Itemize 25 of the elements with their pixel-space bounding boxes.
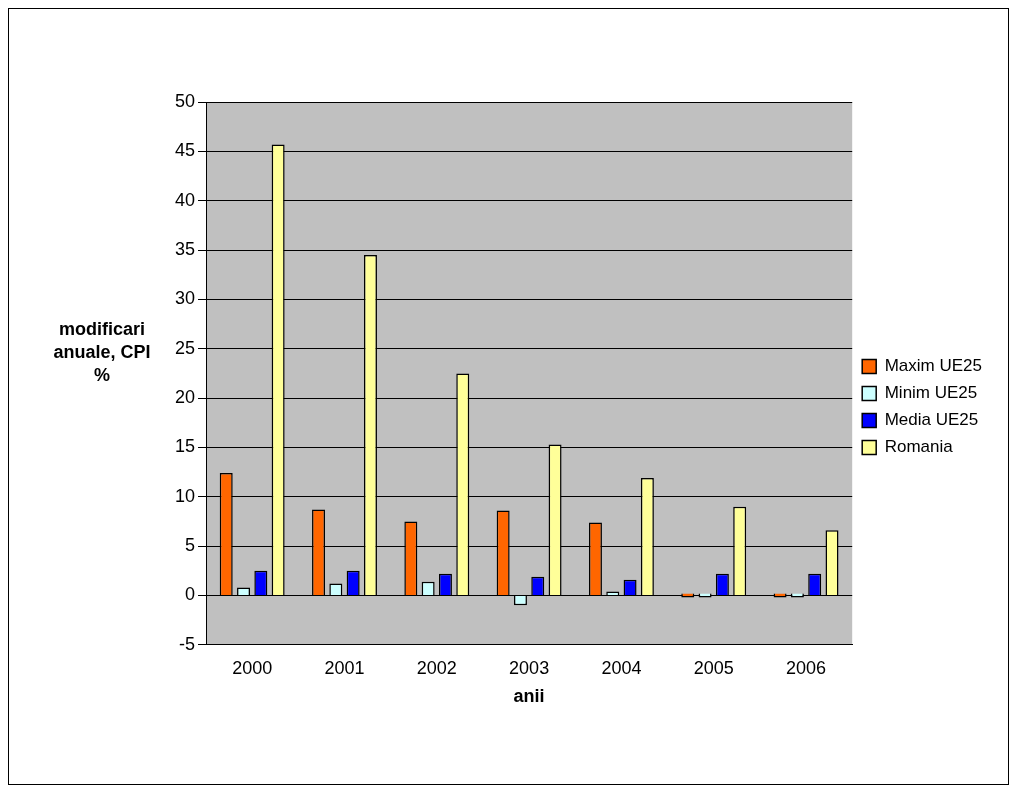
x-tick-label: 2004 xyxy=(601,657,642,678)
y-tick-label: 0 xyxy=(185,584,196,605)
y-tick-label: 35 xyxy=(174,239,196,260)
legend-label: Minim UE25 xyxy=(884,383,978,403)
x-tick-label: 2002 xyxy=(416,657,457,678)
x-tick-label: 2003 xyxy=(509,657,550,678)
y-tick-label: 50 xyxy=(174,90,196,111)
x-tick-label: 2006 xyxy=(786,657,827,678)
y-tick-label: 40 xyxy=(174,189,196,210)
legend-label: Media UE25 xyxy=(884,410,979,430)
y-tick-label: 20 xyxy=(174,387,196,408)
y-tick-label: 25 xyxy=(174,337,196,358)
y-tick-label: 5 xyxy=(185,535,196,556)
y-tick-label: 30 xyxy=(174,288,196,309)
y-axis-title: modificari anuale, CPI % xyxy=(53,319,151,386)
y-tick-label: -5 xyxy=(179,633,196,654)
y-tick-label: 45 xyxy=(174,140,196,161)
x-tick-label: 2005 xyxy=(693,657,734,678)
y-tick-label: 15 xyxy=(174,436,196,457)
x-axis-title: anii xyxy=(513,686,545,707)
legend-label: Maxim UE25 xyxy=(884,356,983,376)
x-tick-label: 2001 xyxy=(324,657,365,678)
x-tick-label: 2000 xyxy=(232,657,273,678)
legend-label: Romania xyxy=(884,437,954,457)
y-tick-label: 10 xyxy=(174,485,196,506)
